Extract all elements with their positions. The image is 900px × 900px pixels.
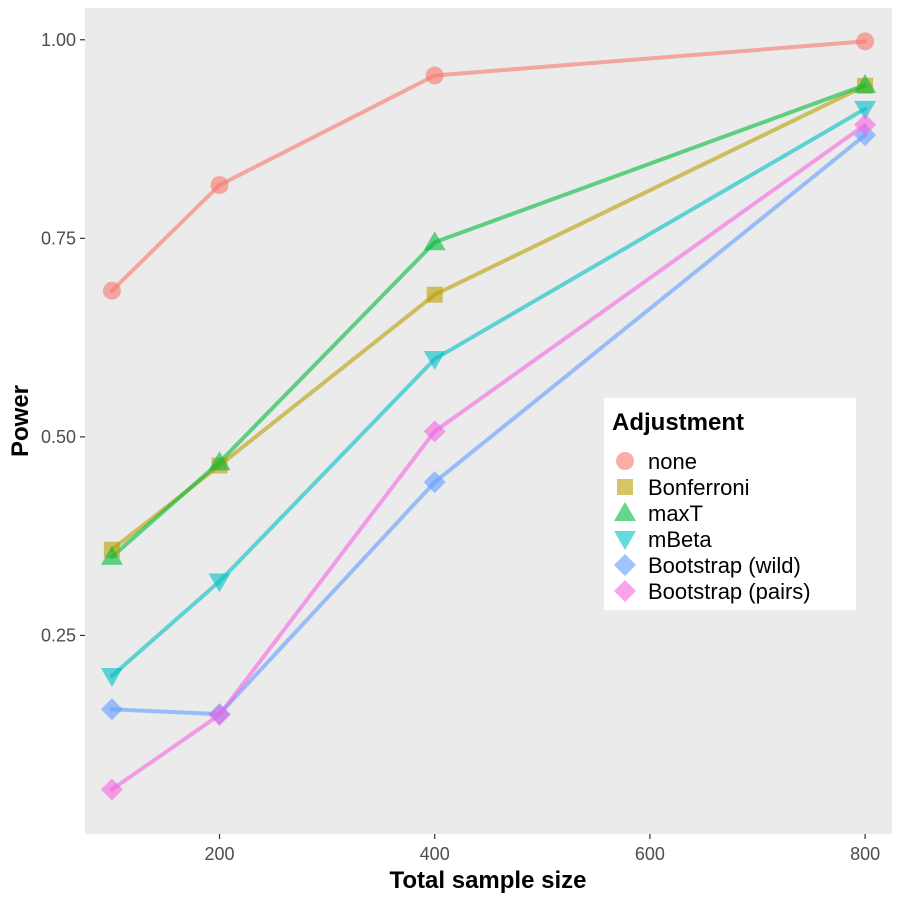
legend-label: Bonferroni — [648, 475, 750, 500]
legend-label: Bootstrap (wild) — [648, 553, 801, 578]
legend-title: Adjustment — [612, 409, 744, 436]
legend-label: mBeta — [648, 527, 712, 552]
data-point-bonferroni — [426, 286, 443, 303]
y-axis-title: Power — [7, 385, 34, 457]
legend-key-maxt — [614, 502, 636, 521]
series-markers — [100, 32, 877, 801]
legend-key-bootstrap-pairs — [614, 580, 636, 602]
legend-item-none: none — [616, 449, 697, 474]
data-point-none — [210, 176, 229, 195]
legend-key-bootstrap-wild — [614, 554, 636, 576]
data-point-none — [856, 32, 875, 51]
legend-item-bonferroni: Bonferroni — [617, 475, 750, 500]
x-tick-label: 200 — [204, 844, 234, 864]
legend-background — [604, 398, 856, 610]
y-tick-label: 0.50 — [41, 427, 76, 447]
data-point-mbeta — [100, 667, 123, 687]
data-point-maxt — [854, 74, 877, 94]
data-point-bootstrap-wild — [423, 471, 446, 494]
y-tick-label: 0.75 — [41, 228, 76, 248]
data-point-bootstrap-pairs — [100, 778, 123, 801]
data-point-mbeta — [208, 573, 231, 593]
legend-key-bonferroni — [617, 479, 633, 495]
legend-label: Bootstrap (pairs) — [648, 579, 811, 604]
legend-label: maxT — [648, 501, 703, 526]
data-point-bootstrap-pairs — [423, 420, 446, 443]
data-point-maxt — [208, 451, 231, 471]
data-point-bootstrap-wild — [100, 698, 123, 721]
series-line-maxt — [109, 83, 868, 559]
series-line-none — [109, 39, 868, 293]
series-line-bootstrap-pairs — [109, 122, 868, 792]
data-point-mbeta — [854, 100, 877, 120]
series-lines — [109, 39, 868, 792]
legend-item-bootstrap-pairs: Bootstrap (pairs) — [614, 579, 811, 604]
y-tick-label: 1.00 — [41, 30, 76, 50]
data-point-bootstrap-pairs — [208, 703, 231, 726]
data-point-none — [102, 281, 121, 300]
legend-label: none — [648, 449, 697, 474]
series-line-mbeta — [109, 106, 868, 678]
x-tick-label: 400 — [420, 844, 450, 864]
x-tick-label: 800 — [850, 844, 880, 864]
legend-item-maxt: maxT — [614, 501, 703, 526]
x-tick-label: 600 — [635, 844, 665, 864]
x-axis-ticks: 200 400 600 800 — [204, 834, 880, 864]
legend-key-mbeta — [614, 531, 636, 550]
data-point-maxt — [100, 545, 123, 565]
legend-item-mbeta: mBeta — [614, 527, 712, 552]
legend-item-bootstrap-wild: Bootstrap (wild) — [614, 553, 801, 578]
data-point-bootstrap-pairs — [854, 113, 877, 136]
data-point-mbeta — [423, 351, 446, 371]
data-point-none — [425, 66, 444, 85]
x-axis-title: Total sample size — [390, 867, 587, 894]
series-line-bootstrap-wild — [109, 133, 868, 717]
legend-key-none — [616, 452, 634, 470]
legend: Adjustment noneBonferronimaxTmBetaBootst… — [604, 398, 856, 610]
data-point-maxt — [423, 231, 446, 251]
y-axis-ticks: 0.25 0.50 0.75 1.00 — [41, 30, 85, 645]
y-tick-label: 0.25 — [41, 625, 76, 645]
